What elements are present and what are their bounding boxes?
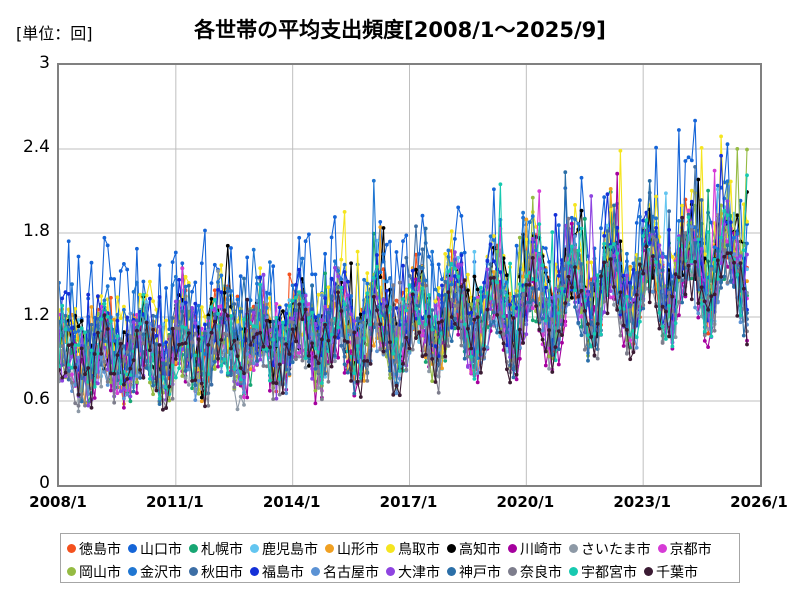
- legend-label: 高知市: [459, 541, 501, 558]
- y-tick-label: 1.2: [22, 305, 50, 325]
- legend-item-山口市[interactable]: 山口市: [128, 539, 182, 559]
- page-title: 各世帯の平均支出頻度[2008/1～2025/9]: [194, 18, 606, 42]
- legend-label: さいたま市: [581, 541, 651, 558]
- legend-label: 山形市: [337, 541, 379, 558]
- legend-label: 川崎市: [520, 541, 562, 558]
- x-tick-label: 2011/1: [145, 493, 204, 511]
- legend-label: 秋田市: [201, 564, 243, 581]
- legend-label: 山口市: [140, 541, 182, 558]
- legend-item-徳島市[interactable]: 徳島市: [67, 539, 121, 559]
- legend-label: 京都市: [669, 541, 712, 558]
- legend-marker-icon: [189, 544, 198, 553]
- legend-marker-icon: [386, 544, 395, 553]
- legend-marker-icon: [644, 567, 653, 576]
- x-tick-label: 2017/1: [379, 493, 438, 511]
- plot-area: [57, 63, 762, 487]
- y-tick-label: 3: [39, 53, 50, 73]
- legend-label: 鳥取市: [398, 541, 440, 558]
- series-千葉市: [59, 215, 749, 412]
- legend-label: 名古屋市: [323, 564, 379, 581]
- legend-item-奈良市[interactable]: 奈良市: [508, 562, 562, 582]
- legend-marker-icon: [508, 567, 517, 576]
- legend-item-高知市[interactable]: 高知市: [447, 539, 501, 559]
- legend-label: 神戸市: [459, 564, 501, 581]
- x-tick-label: 2026/1: [730, 493, 788, 511]
- legend-item-宇都宮市[interactable]: 宇都宮市: [569, 562, 637, 582]
- legend-label: 徳島市: [79, 541, 121, 558]
- legend-label: 岡山市: [79, 564, 121, 581]
- legend-marker-icon: [386, 567, 395, 576]
- legend-label: 千葉市: [656, 564, 698, 581]
- legend-marker-icon: [128, 544, 137, 553]
- legend-item-名古屋市[interactable]: 名古屋市: [311, 562, 379, 582]
- legend-marker-icon: [447, 567, 456, 576]
- legend-marker-icon: [569, 567, 578, 576]
- legend-item-神戸市[interactable]: 神戸市: [447, 562, 501, 582]
- legend-marker-icon: [569, 544, 578, 553]
- legend-item-さいたま市[interactable]: さいたま市: [569, 539, 651, 559]
- legend-label: 鹿児島市: [262, 541, 318, 558]
- y-tick-label: 1.8: [22, 221, 50, 241]
- legend-marker-icon: [311, 567, 320, 576]
- x-tick-label: 2014/1: [262, 493, 321, 511]
- x-tick-label: 2008/1: [29, 493, 87, 511]
- legend-marker-icon: [508, 544, 517, 553]
- legend-label: 奈良市: [520, 564, 562, 581]
- legend-item-川崎市[interactable]: 川崎市: [508, 539, 562, 559]
- legend-marker-icon: [250, 544, 259, 553]
- x-tick-label: 2023/1: [613, 493, 671, 511]
- legend-item-岡山市[interactable]: 岡山市: [67, 562, 121, 582]
- legend-marker-icon: [657, 544, 667, 553]
- legend-label: 大津市: [398, 564, 440, 581]
- legend-item-鳥取市[interactable]: 鳥取市: [386, 539, 440, 559]
- legend-label: 札幌市: [201, 541, 243, 558]
- legend-item-千葉市[interactable]: 千葉市: [644, 562, 698, 582]
- legend-item-京都市[interactable]: 京都市: [657, 539, 712, 559]
- legend-item-大津市[interactable]: 大津市: [386, 562, 440, 582]
- y-tick-label: 0: [39, 473, 50, 493]
- y-tick-label: 0.6: [22, 389, 50, 409]
- unit-label: [単位：回]: [16, 24, 93, 43]
- y-tick-label: 2.4: [22, 137, 50, 157]
- legend-label: 金沢市: [140, 564, 182, 581]
- legend-item-山形市[interactable]: 山形市: [325, 539, 379, 559]
- series-lines: [59, 118, 749, 414]
- legend-marker-icon: [447, 544, 456, 553]
- legend-marker-icon: [250, 567, 259, 576]
- plot-inner: [59, 65, 760, 485]
- legend-marker-icon: [67, 567, 76, 576]
- legend-item-秋田市[interactable]: 秋田市: [189, 562, 243, 582]
- legend-item-福島市[interactable]: 福島市: [250, 562, 304, 582]
- legend-item-金沢市[interactable]: 金沢市: [128, 562, 182, 582]
- legend-row-2: 岡山市 金沢市 秋田市 福島市 名古屋市 大津市 神戸市 奈良市 宇都宮市 千葉市: [67, 560, 733, 583]
- x-tick-label: 2020/1: [496, 493, 555, 511]
- legend-label: 福島市: [262, 564, 304, 581]
- legend-item-鹿児島市[interactable]: 鹿児島市: [250, 539, 318, 559]
- legend-label: 宇都宮市: [581, 564, 637, 581]
- legend-marker-icon: [128, 567, 137, 576]
- legend-marker-icon: [67, 544, 76, 553]
- legend-item-札幌市[interactable]: 札幌市: [189, 539, 243, 559]
- legend-marker-icon: [189, 567, 198, 576]
- legend-marker-icon: [325, 544, 334, 553]
- legend-row-1: 徳島市 山口市 札幌市 鹿児島市 山形市 鳥取市 高知市 川崎市 さいたま市 京都市: [67, 537, 733, 560]
- legend: 徳島市 山口市 札幌市 鹿児島市 山形市 鳥取市 高知市 川崎市 さいたま市 京都市 岡山市 金沢市…: [60, 533, 740, 583]
